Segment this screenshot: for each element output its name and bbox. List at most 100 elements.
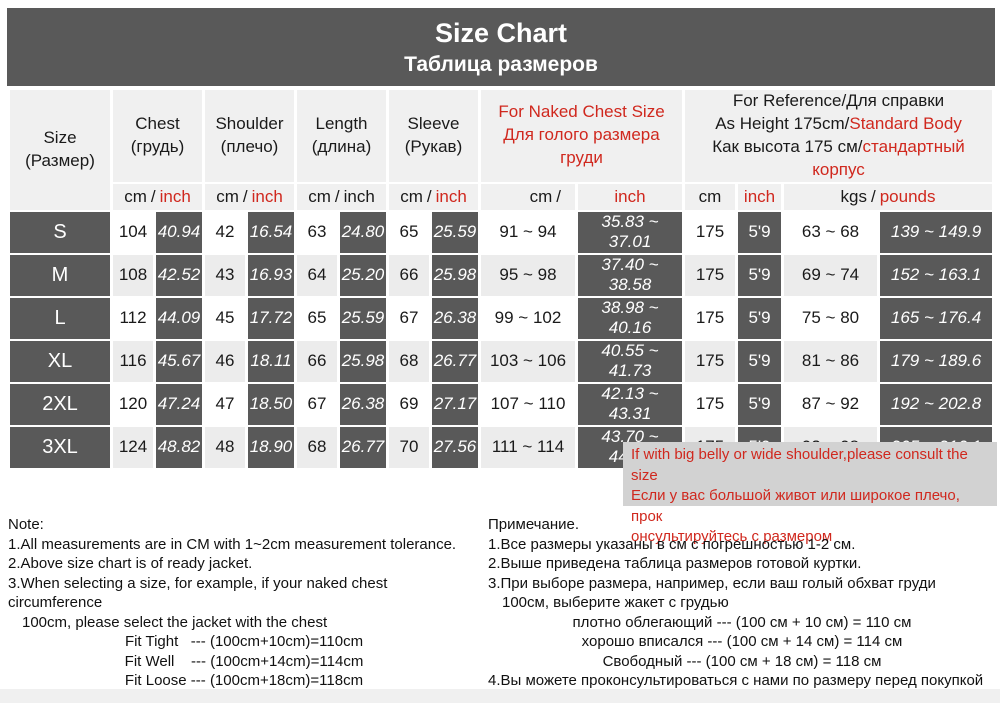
cell-naked-inch: 35.83 ~ 37.01: [578, 211, 683, 253]
header-sleeve-en: Sleeve: [407, 113, 460, 133]
cell-size: 3XL: [10, 426, 110, 468]
table-units-row: cm / inch cm / inch cm / inch cm / inch cm / inch…: [10, 183, 993, 210]
cell-pounds: 152 ~ 163.1: [880, 254, 993, 296]
cell-sleeve-inch: 26.38: [432, 297, 478, 339]
consult-note-line2: Если у вас большой живот или широкое пле…: [631, 487, 960, 525]
units-sleeve: cm / inch: [389, 183, 478, 210]
notes-en-item1: 1.All measurements are in CM with 1~2cm …: [8, 535, 457, 553]
cell-kgs: 75 ~ 80: [784, 297, 878, 339]
header-ref-height-ru: Как высота 175 см/: [712, 136, 863, 156]
cell-shoulder-cm: 46: [205, 340, 245, 382]
cell-length-cm: 65: [297, 297, 337, 339]
header-shoulder: Shoulder (плечо): [205, 90, 294, 182]
cell-length-inch: 26.77: [340, 426, 386, 468]
cell-length-inch: 26.38: [340, 383, 386, 425]
cell-shoulder-cm: 45: [205, 297, 245, 339]
cell-pounds: 179 ~ 189.6: [880, 340, 993, 382]
cell-naked-cm: 95 ~ 98: [481, 254, 575, 296]
cell-height-cm: 175: [685, 297, 736, 339]
header-reference-l3: Как высота 175 см/стандартный корпус: [685, 136, 992, 182]
units-weight: kgs / pounds: [784, 183, 993, 210]
cell-naked-inch: 37.40 ~ 38.58: [578, 254, 683, 296]
cell-size: M: [10, 254, 110, 296]
cell-shoulder-cm: 47: [205, 383, 245, 425]
cell-length-cm: 66: [297, 340, 337, 382]
cell-sleeve-inch: 27.17: [432, 383, 478, 425]
consult-note-line1: If with big belly or wide shoulder,pleas…: [631, 446, 968, 484]
cell-chest-cm: 124: [113, 426, 153, 468]
header-naked-chest: For Naked Chest Size Для голого размера …: [481, 90, 683, 182]
table-row: M 108 42.52 43 16.93 64 25.20 66 25.98 9…: [10, 254, 993, 296]
units-chest: cm / inch: [113, 183, 202, 210]
table-row: L 112 44.09 45 17.72 65 25.59 67 26.38 9…: [10, 297, 993, 339]
cell-length-inch: 25.20: [340, 254, 386, 296]
header-size-ru: (Размер): [25, 150, 95, 170]
cell-kgs: 81 ~ 86: [784, 340, 878, 382]
bottom-margin-strip: [0, 689, 1000, 703]
cell-shoulder-cm: 48: [205, 426, 245, 468]
header-sleeve-ru: (Рукав): [404, 136, 463, 156]
header-size-en: Size: [43, 127, 77, 147]
cell-height-ft: 5'9: [738, 340, 782, 382]
notes-en-item3a: 3.When selecting a size, for example, if…: [8, 574, 388, 612]
notes-en-item3b: 100cm, please select the jacket with the…: [22, 613, 328, 631]
cell-length-cm: 67: [297, 383, 337, 425]
cell-shoulder-cm: 42: [205, 211, 245, 253]
notes-ru-item4: 4.Вы можете проконсультироваться с нами …: [488, 672, 984, 689]
cell-height-cm: 175: [685, 254, 736, 296]
cell-sleeve-inch: 25.98: [432, 254, 478, 296]
cell-naked-inch: 40.55 ~ 41.73: [578, 340, 683, 382]
banner: Size Chart Таблица размеров: [7, 8, 995, 86]
units-ref-inch: inch: [738, 183, 782, 210]
header-ref-height: As Height 175cm/: [715, 113, 850, 133]
cell-size: XL: [10, 340, 110, 382]
cell-naked-cm: 103 ~ 106: [481, 340, 575, 382]
cell-size: 2XL: [10, 383, 110, 425]
table-header-row: Size (Размер) Chest (грудь) Shoulder (пл…: [10, 90, 993, 210]
cell-chest-inch: 45.67: [156, 340, 202, 382]
cell-sleeve-inch: 26.77: [432, 340, 478, 382]
cell-chest-cm: 116: [113, 340, 153, 382]
header-shoulder-ru: (плечо): [220, 136, 279, 156]
cell-height-ft: 5'9: [738, 254, 782, 296]
cell-length-cm: 68: [297, 426, 337, 468]
notes-ru-fit-loose: Свободный --- (100 см + 18 см) = 118 см: [602, 652, 882, 670]
cell-chest-inch: 40.94: [156, 211, 202, 253]
cell-shoulder-cm: 43: [205, 254, 245, 296]
table-row: 2XL 120 47.24 47 18.50 67 26.38 69 27.17…: [10, 383, 993, 425]
header-length-en: Length: [315, 113, 368, 133]
notes-ru-item1: 1.Все размеры указаны в см с погрешность…: [488, 535, 856, 553]
header-length-ru: (длина): [311, 136, 372, 156]
cell-naked-cm: 107 ~ 110: [481, 383, 575, 425]
cell-sleeve-inch: 27.56: [432, 426, 478, 468]
cell-height-ft: 5'9: [738, 211, 782, 253]
header-chest-en: Chest: [135, 113, 180, 133]
cell-length-cm: 64: [297, 254, 337, 296]
cell-shoulder-inch: 16.54: [248, 211, 294, 253]
notes-russian: Примечание. 1.Все размеры указаны в см с…: [488, 515, 996, 691]
cell-kgs: 63 ~ 68: [784, 211, 878, 253]
cell-chest-inch: 47.24: [156, 383, 202, 425]
banner-title: Size Chart: [434, 17, 568, 48]
cell-chest-cm: 104: [113, 211, 153, 253]
cell-naked-cm: 99 ~ 102: [481, 297, 575, 339]
cell-height-cm: 175: [685, 383, 736, 425]
cell-sleeve-cm: 70: [389, 426, 429, 468]
cell-naked-inch: 38.98 ~ 40.16: [578, 297, 683, 339]
cell-length-inch: 24.80: [340, 211, 386, 253]
header-chest-ru: (грудь): [130, 136, 185, 156]
table-row: XL 116 45.67 46 18.11 66 25.98 68 26.77 …: [10, 340, 993, 382]
cell-chest-cm: 112: [113, 297, 153, 339]
header-chest: Chest (грудь): [113, 90, 202, 182]
header-length: Length (длина): [297, 90, 386, 182]
notes-ru-item2: 2.Выше приведена таблица размеров готово…: [488, 555, 862, 572]
header-ref-standard-body-ru: стандартный корпус: [812, 136, 965, 179]
header-naked-chest-en: For Naked Chest Size: [498, 102, 665, 122]
cell-sleeve-cm: 69: [389, 383, 429, 425]
cell-shoulder-inch: 17.72: [248, 297, 294, 339]
cell-naked-inch: 42.13 ~ 43.31: [578, 383, 683, 425]
cell-kgs: 69 ~ 74: [784, 254, 878, 296]
cell-shoulder-inch: 16.93: [248, 254, 294, 296]
header-reference: For Reference/Для справки As Height 175c…: [685, 90, 993, 182]
